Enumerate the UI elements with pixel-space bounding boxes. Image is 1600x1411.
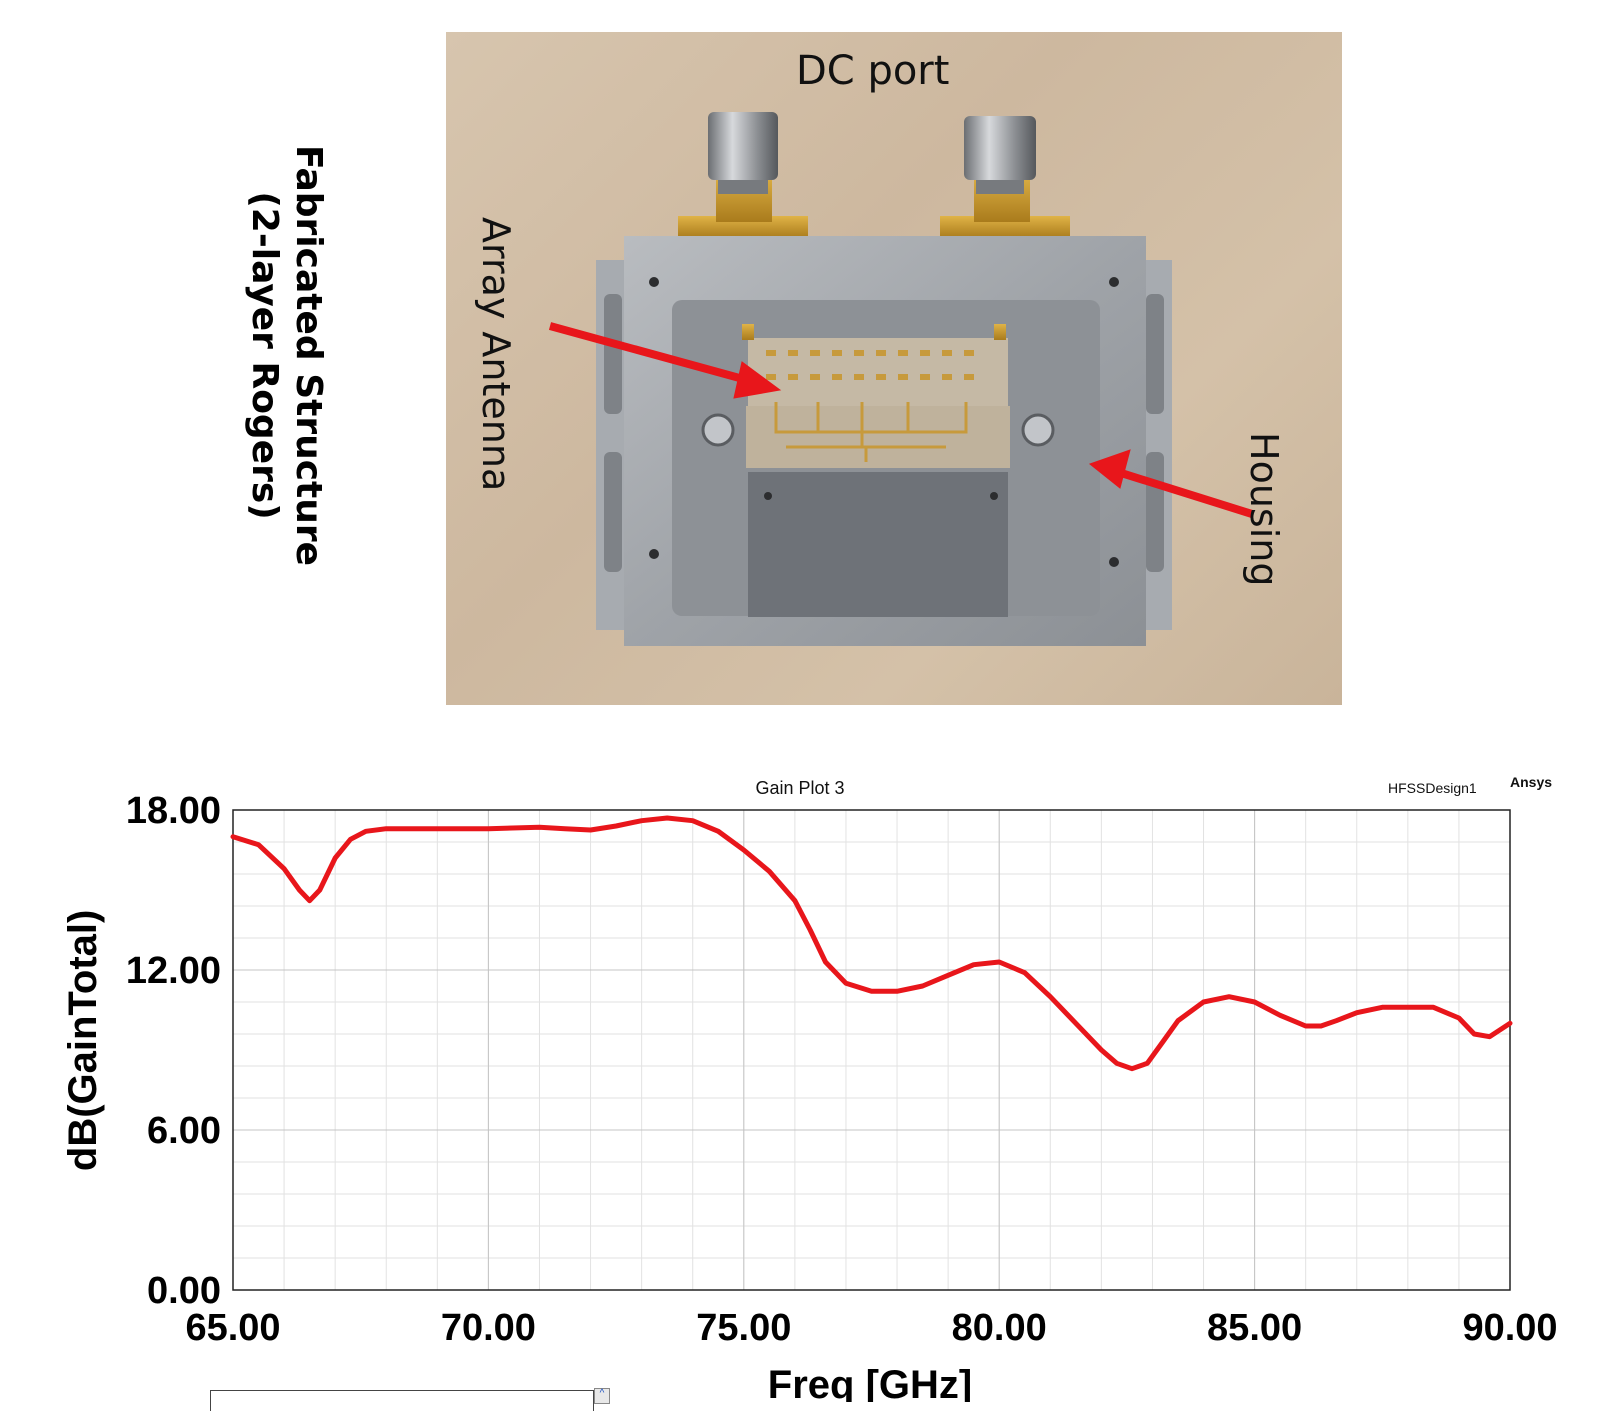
x-tick-label: 90.00	[1462, 1307, 1557, 1349]
arrow-housing	[1088, 449, 1254, 518]
y-axis-label: dB(GainTotal)	[61, 910, 105, 1171]
y-tick-label: 0.00	[147, 1270, 221, 1312]
figure-side-title: Fabricated Structure (2-layer Rogers)	[242, 145, 330, 566]
chart-plot-area: 65.00 70.00 75.00 80.00 85.00 90.00 0.00 6.00 12…	[61, 790, 1558, 1402]
series-line-gaintotal	[230, 815, 1513, 1072]
design-label: HFSSDesign1	[1388, 780, 1477, 796]
gain-chart: Gain Plot 3 HFSSDesign1 Ansys 65.00 70.00…	[0, 750, 1600, 1402]
x-tick-label: 80.00	[952, 1307, 1047, 1349]
x-axis-label: Freq [GHz]	[768, 1363, 972, 1402]
legend-box-stub	[210, 1390, 594, 1411]
feed-network	[774, 402, 968, 462]
y-tick-label: 6.00	[147, 1110, 221, 1152]
photo-illustration	[548, 112, 1254, 646]
connector-left	[678, 112, 808, 238]
side-title-line1: Fabricated Structure	[288, 145, 329, 567]
x-tick-label: 75.00	[696, 1307, 791, 1349]
array-antenna-label: Array Antenna	[474, 217, 518, 492]
fabricated-structure-photo: DC port Array Antenna Housing	[446, 32, 1342, 705]
dc-port-label: DC port	[796, 48, 950, 94]
antenna-patches	[766, 350, 974, 380]
y-tick-label: 12.00	[126, 950, 221, 992]
x-tick-label: 85.00	[1207, 1307, 1302, 1349]
arrow-array-antenna	[548, 322, 782, 399]
chart-title: Gain Plot 3	[755, 778, 845, 798]
x-tick-label: 65.00	[185, 1307, 280, 1349]
x-tick-label: 70.00	[441, 1307, 536, 1349]
connector-right	[940, 116, 1070, 238]
side-title-line2: (2-layer Rogers)	[244, 191, 285, 520]
y-tick-label: 18.00	[126, 790, 221, 832]
brand-label: Ansys	[1510, 774, 1553, 790]
housing-label: Housing	[1242, 432, 1286, 587]
